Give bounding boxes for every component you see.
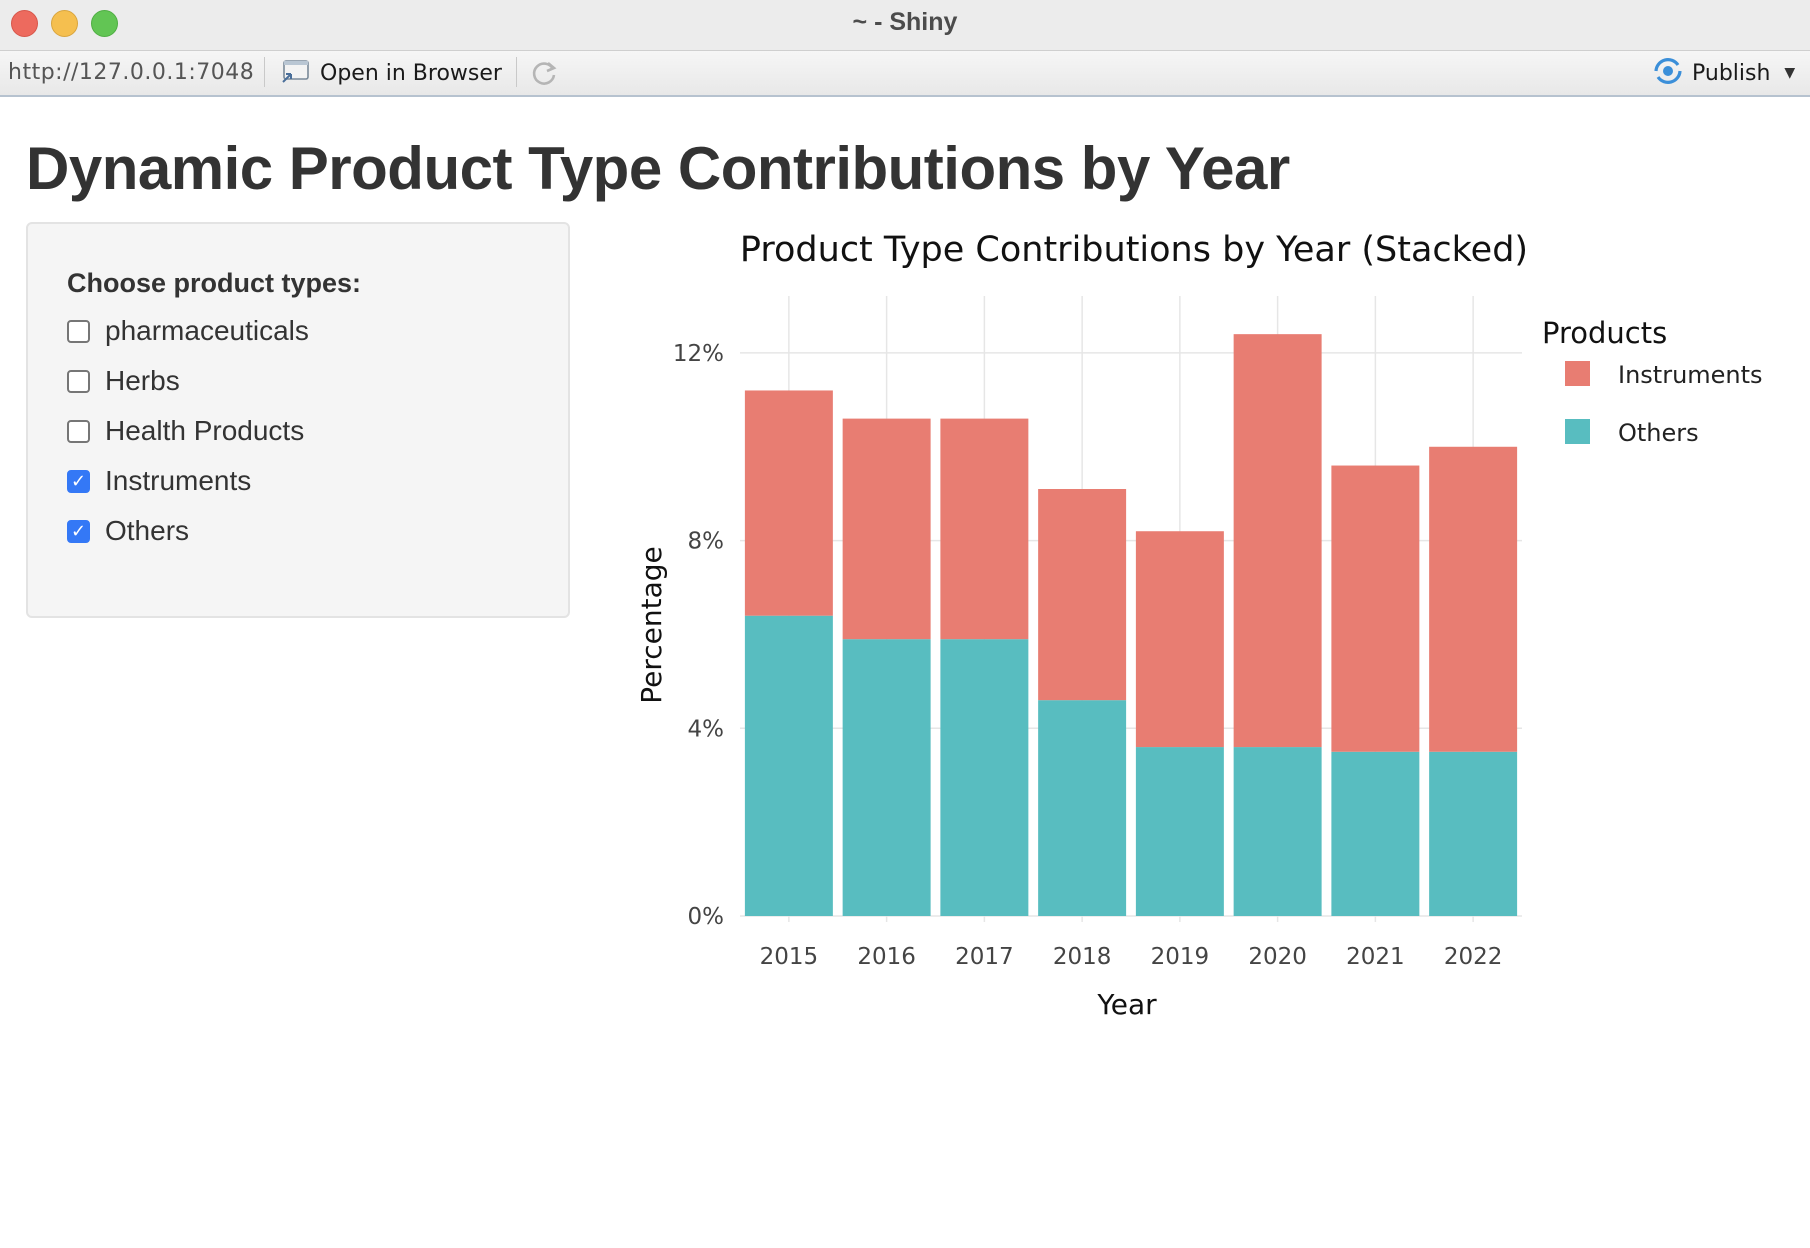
checkbox-herbs[interactable]: Herbs bbox=[67, 365, 180, 396]
publish-button[interactable]: Publish ▼ bbox=[1652, 57, 1795, 89]
legend-swatch[interactable] bbox=[1565, 419, 1590, 444]
checkbox-label: Instruments bbox=[105, 465, 252, 496]
minimize-window-button[interactable] bbox=[51, 10, 78, 37]
publish-dropdown-icon[interactable]: ▼ bbox=[1784, 65, 1796, 81]
bar-layer bbox=[744, 334, 1518, 916]
bar-instruments-2019[interactable] bbox=[1135, 531, 1224, 748]
y-tick-label: 12% bbox=[673, 341, 724, 367]
x-tick-label: 2018 bbox=[1053, 944, 1112, 970]
bar-instruments-2016[interactable] bbox=[842, 418, 931, 640]
stacked-bar-chart[interactable]: 0% 4% 8% 12% 2015 2016 2017 2018 2019 2020 2021 202… bbox=[580, 200, 1800, 1060]
y-tick-label: 8% bbox=[688, 529, 725, 555]
refresh-button[interactable] bbox=[528, 57, 560, 93]
bar-others-2022[interactable] bbox=[1429, 751, 1518, 916]
window-titlebar: ~ - Shiny bbox=[0, 0, 1810, 51]
legend-label[interactable]: Others bbox=[1618, 419, 1699, 447]
checkbox-label: Others bbox=[105, 515, 190, 546]
open-in-browser-icon bbox=[280, 58, 310, 88]
toolbar-divider bbox=[264, 57, 265, 87]
product-types-label: Choose product types: bbox=[67, 268, 362, 298]
checkbox-health-products[interactable]: Health Products bbox=[67, 415, 305, 446]
checkbox-box[interactable]: ✓ bbox=[67, 469, 90, 493]
y-tick-label: 4% bbox=[688, 716, 725, 742]
legend-swatch[interactable] bbox=[1565, 361, 1590, 386]
open-in-browser-label: Open in Browser bbox=[320, 60, 502, 86]
x-tick-label: 2015 bbox=[760, 944, 819, 970]
x-tick-label: 2022 bbox=[1444, 944, 1503, 970]
url-display[interactable]: http://127.0.0.1:7048 bbox=[8, 60, 255, 85]
bar-instruments-2018[interactable] bbox=[1038, 489, 1127, 701]
checkbox-pharmaceuticals[interactable]: pharmaceuticals bbox=[67, 315, 309, 346]
publish-label: Publish bbox=[1692, 60, 1771, 86]
bar-instruments-2015[interactable] bbox=[744, 390, 833, 616]
page-title: Dynamic Product Type Contributions by Ye… bbox=[26, 135, 1290, 202]
checkbox-instruments[interactable]: ✓ Instruments bbox=[67, 465, 252, 496]
x-tick-label: 2019 bbox=[1151, 944, 1210, 970]
x-tick-label: 2020 bbox=[1248, 944, 1307, 970]
viewer-toolbar: http://127.0.0.1:7048 Open in Browser bbox=[0, 51, 1810, 97]
bar-instruments-2021[interactable] bbox=[1331, 465, 1420, 752]
y-axis-label: Percentage bbox=[635, 546, 668, 704]
close-window-button[interactable] bbox=[11, 10, 38, 37]
checkbox-label: Herbs bbox=[105, 365, 180, 396]
sidebar-panel: Choose product types: pharmaceuticals He… bbox=[26, 222, 570, 618]
checkbox-box[interactable] bbox=[67, 369, 90, 393]
checkbox-box[interactable] bbox=[67, 419, 90, 443]
x-tick-label: 2021 bbox=[1346, 944, 1405, 970]
bar-others-2021[interactable] bbox=[1331, 751, 1420, 916]
bar-others-2016[interactable] bbox=[842, 639, 931, 916]
legend-label[interactable]: Instruments bbox=[1618, 361, 1763, 389]
checkbox-label: Health Products bbox=[105, 415, 305, 446]
checkbox-label: pharmaceuticals bbox=[105, 315, 309, 346]
bar-others-2020[interactable] bbox=[1233, 747, 1322, 916]
x-tick-label: 2016 bbox=[857, 944, 916, 970]
refresh-icon bbox=[528, 62, 560, 93]
legend-title: Products bbox=[1542, 316, 1667, 350]
bar-instruments-2017[interactable] bbox=[940, 418, 1029, 640]
bar-others-2017[interactable] bbox=[940, 639, 1029, 916]
bar-instruments-2022[interactable] bbox=[1429, 446, 1518, 752]
checkbox-box[interactable]: ✓ bbox=[67, 519, 90, 543]
bar-others-2018[interactable] bbox=[1038, 700, 1127, 916]
toolbar-divider bbox=[516, 57, 517, 87]
checkbox-others[interactable]: ✓ Others bbox=[67, 515, 190, 546]
checkbox-box[interactable] bbox=[67, 319, 90, 343]
chart-legend: Products Instruments Others bbox=[1542, 316, 1763, 447]
publish-icon bbox=[1652, 56, 1684, 90]
x-tick-label: 2017 bbox=[955, 944, 1014, 970]
axis-layer: 0% 4% 8% 12% 2015 2016 2017 2018 2019 2020 2021 202… bbox=[673, 341, 1503, 970]
window-title: ~ - Shiny bbox=[852, 8, 958, 36]
bar-instruments-2020[interactable] bbox=[1233, 334, 1322, 748]
chart-title: Product Type Contributions by Year (Stac… bbox=[740, 230, 1528, 270]
bar-others-2015[interactable] bbox=[744, 615, 833, 916]
y-tick-label: 0% bbox=[688, 904, 725, 930]
open-in-browser-button[interactable]: Open in Browser bbox=[280, 57, 502, 89]
x-axis-label: Year bbox=[1096, 988, 1157, 1021]
bar-others-2019[interactable] bbox=[1135, 747, 1224, 916]
zoom-window-button[interactable] bbox=[91, 10, 118, 37]
